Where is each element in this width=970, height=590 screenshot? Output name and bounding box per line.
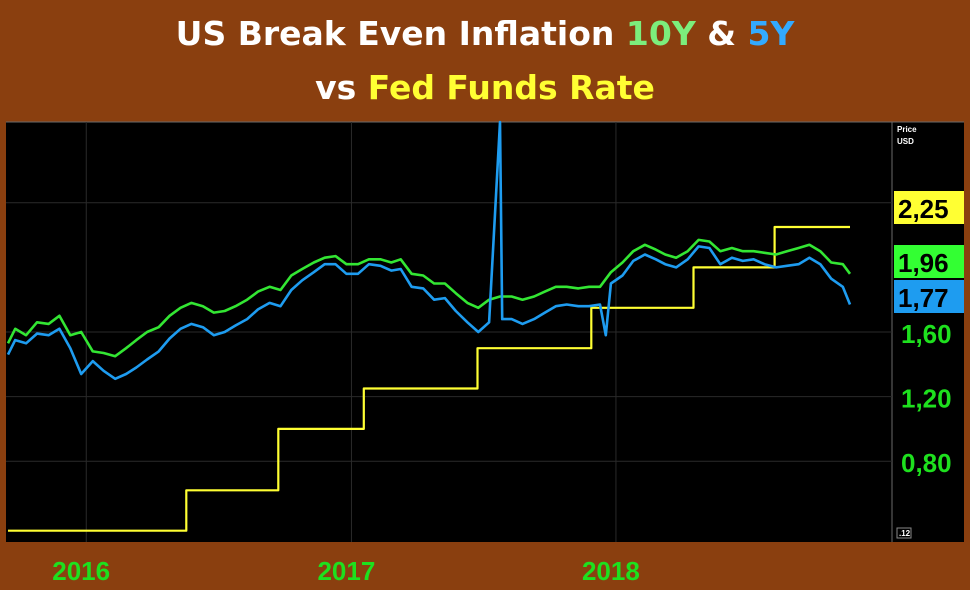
- series-line-fed-funds: [8, 225, 850, 532]
- x-axis: 2016 2017 2018: [52, 556, 640, 586]
- badge-label: 2,25: [898, 194, 949, 224]
- y-tick-label: 0,80: [901, 448, 952, 478]
- series-layer: [6, 120, 852, 532]
- axis-unit-usd: USD: [897, 137, 914, 146]
- axis-unit-price: Price: [897, 125, 917, 134]
- series-line-five-year: [6, 120, 852, 381]
- last-value-badges: 2,25 1,96 1,77: [894, 191, 964, 313]
- title-vs: vs: [315, 68, 368, 107]
- badge-five-year: [894, 280, 964, 313]
- corner-box: [896, 527, 912, 539]
- chart-title: US Break Even Inflation 10Y & 5Y vs Fed …: [0, 0, 970, 122]
- title-fed-funds: Fed Funds Rate: [367, 68, 655, 107]
- title-prefix: US Break Even Inflation: [175, 14, 626, 53]
- badge-label: 1,77: [898, 283, 949, 313]
- title-line-2: vs Fed Funds Rate: [0, 66, 970, 110]
- x-tick-label: 2017: [317, 556, 375, 586]
- title-line-1: US Break Even Inflation 10Y & 5Y: [0, 12, 970, 56]
- badge-label: 1,96: [898, 248, 949, 278]
- y-tick-label: 1,20: [901, 384, 952, 414]
- title-10y: 10Y: [625, 14, 696, 53]
- x-tick-label: 2018: [582, 556, 640, 586]
- badge-ten-year: [894, 245, 964, 278]
- y-tick-label: 1,60: [901, 319, 952, 349]
- badge-fed-funds: [894, 191, 964, 224]
- x-tick-label: 2016: [52, 556, 110, 586]
- title-joiner: &: [695, 14, 748, 53]
- corner-label: .12: [899, 529, 911, 538]
- gridlines: [6, 122, 892, 542]
- title-5y: 5Y: [747, 14, 795, 53]
- series-line-ten-year: [6, 238, 852, 358]
